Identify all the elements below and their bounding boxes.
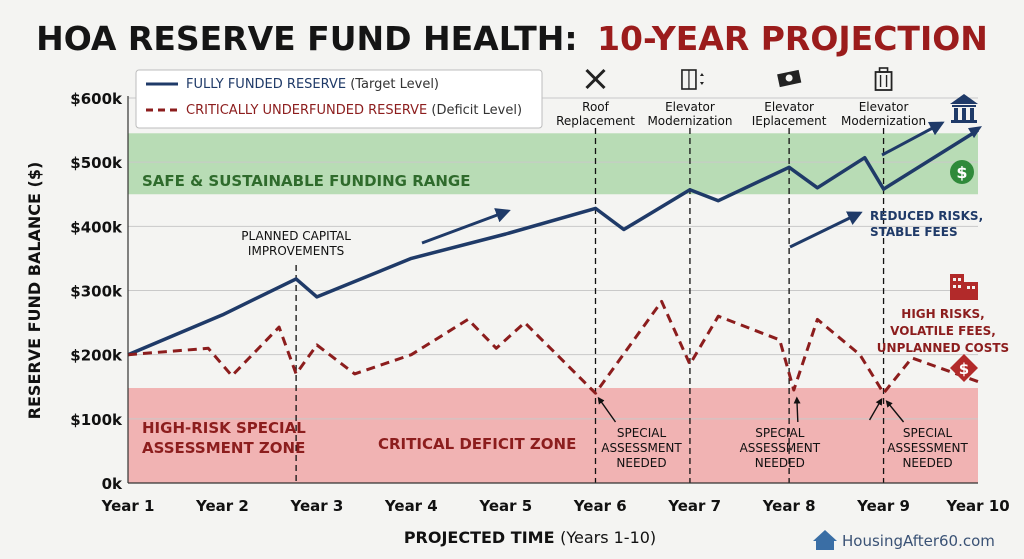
y-tick-label: $100k	[70, 411, 123, 429]
dollar-warning-icon: $	[950, 354, 978, 382]
wrench-screwdriver-icon	[585, 68, 606, 90]
legend-box	[135, 69, 543, 129]
critical-deficit-label: CRITICAL DEFICIT ZONE	[378, 435, 576, 453]
event-label: Elevator IEplacement	[752, 100, 827, 128]
building-icon	[950, 274, 978, 300]
box-body	[874, 71, 893, 91]
special-assessment-arrow	[868, 397, 883, 421]
x-tick-label: Year 5	[478, 497, 532, 515]
trend-arrow-1	[421, 208, 511, 245]
special-assessment-label: SPECIAL ASSESSMENT NEEDED	[740, 426, 821, 470]
chart-title: HOA RESERVE FUND HEALTH: 10-YEAR PROJECT…	[36, 19, 988, 58]
event-label: Elevator Modernization	[647, 100, 732, 128]
elevator-icon	[681, 69, 704, 90]
x-tick-label: Year 7	[667, 497, 721, 515]
house-icon	[813, 530, 837, 550]
legend-entry-main: CRITICALLY UNDERFUNDED RESERVE	[186, 103, 431, 118]
bank-icon	[950, 94, 978, 123]
underfunded-line	[127, 299, 979, 395]
watermark: HousingAfter60.com	[813, 530, 995, 550]
safe-band-label: SAFE & SUSTAINABLE FUNDING RANGE	[142, 172, 470, 190]
special-assessment-arrow	[885, 400, 905, 423]
legend-entry-sub: (Deficit Level)	[431, 103, 522, 118]
chart-title-part2: 10-YEAR PROJECTION	[597, 19, 988, 58]
event-label: Elevator Modernization	[841, 100, 926, 128]
trend-arrow-3	[789, 211, 863, 249]
x-tick-label: Year 10	[945, 497, 1009, 515]
event-label: PLANNED CAPITAL IMPROVEMENTS	[241, 229, 351, 258]
y-tick-label: $200k	[70, 347, 123, 365]
svg-text:$: $	[959, 360, 969, 378]
x-axis-title-main: PROJECTED TIME	[404, 528, 560, 547]
y-axis-title: RESERVE FUND BALANCE ($)	[25, 162, 44, 420]
axis-layer: 0k $100k $200k $300k $400k $500k $600k Year 1 Ye…	[25, 90, 1010, 547]
screwdriver-stroke	[585, 68, 606, 90]
special-assessment-arrow	[793, 396, 801, 423]
y-tick-label: 0k	[102, 475, 123, 493]
x-tick-label: Year 8	[762, 497, 816, 515]
trend-arrow-2	[881, 121, 945, 157]
elevator-arrows	[699, 73, 704, 85]
box-handle	[878, 67, 889, 73]
legend-entry-sub: (Target Level)	[350, 77, 439, 92]
watermark-text: HousingAfter60.com	[842, 532, 995, 550]
fully-funded-arrowhead	[968, 126, 982, 139]
cash-icon	[777, 69, 802, 88]
chart-title-part1: HOA RESERVE FUND HEALTH:	[36, 19, 578, 58]
reduced-risk-annotation: REDUCED RISKS, STABLE FEES	[870, 209, 983, 239]
risk-zone-band	[128, 388, 978, 483]
x-tick-label: Year 3	[289, 497, 343, 515]
event-layer	[295, 128, 885, 483]
series-layer	[127, 126, 982, 395]
x-tick-label: Year 1	[101, 497, 155, 515]
legend-entry-main: FULLY FUNDED RESERVE	[186, 77, 350, 92]
band-layer	[128, 133, 978, 483]
legend-entry: FULLY FUNDED RESERVE (Target Level)	[186, 77, 439, 92]
label-layer: SAFE & SUSTAINABLE FUNDING RANGE HIGH-RIS…	[135, 67, 1009, 470]
safe-funding-band	[128, 133, 978, 195]
toolbox-icon	[874, 67, 893, 91]
bill-center	[785, 74, 793, 82]
event-label: Roof Replacement	[556, 100, 635, 128]
y-tick-label: $600k	[70, 90, 123, 108]
x-tick-label: Year 9	[856, 497, 910, 515]
x-tick-label: Year 6	[573, 497, 627, 515]
special-assessment-label: SPECIAL ASSESSMENT NEEDED	[601, 426, 682, 470]
dollar-coin-icon: $	[950, 160, 974, 184]
legend-entry: CRITICALLY UNDERFUNDED RESERVE (Deficit …	[186, 103, 522, 118]
legend: FULLY FUNDED RESERVE (Target Level) CRITI…	[135, 69, 543, 129]
y-tick-label: $300k	[70, 283, 123, 301]
special-assessment-label: SPECIAL ASSESSMENT NEEDED	[887, 426, 968, 470]
risk-zone-label: HIGH-RISK SPECIAL ASSESSMENT ZONE	[142, 419, 306, 457]
svg-text:$: $	[956, 163, 967, 182]
special-assessment-arrow	[597, 396, 617, 423]
trend-arrows	[421, 121, 945, 249]
x-axis-title: PROJECTED TIME (Years 1-10)	[404, 528, 656, 547]
x-axis-title-suffix: (Years 1-10)	[560, 528, 656, 547]
y-tick-label: $400k	[70, 218, 123, 236]
y-tick-label: $500k	[70, 154, 123, 172]
high-risk-annotation: HIGH RISKS, VOLATILE FEES, UNPLANNED COSTS	[877, 307, 1009, 355]
x-tick-label: Year 4	[384, 497, 438, 515]
x-tick-label: Year 2	[195, 497, 249, 515]
fully-funded-line	[127, 128, 979, 357]
